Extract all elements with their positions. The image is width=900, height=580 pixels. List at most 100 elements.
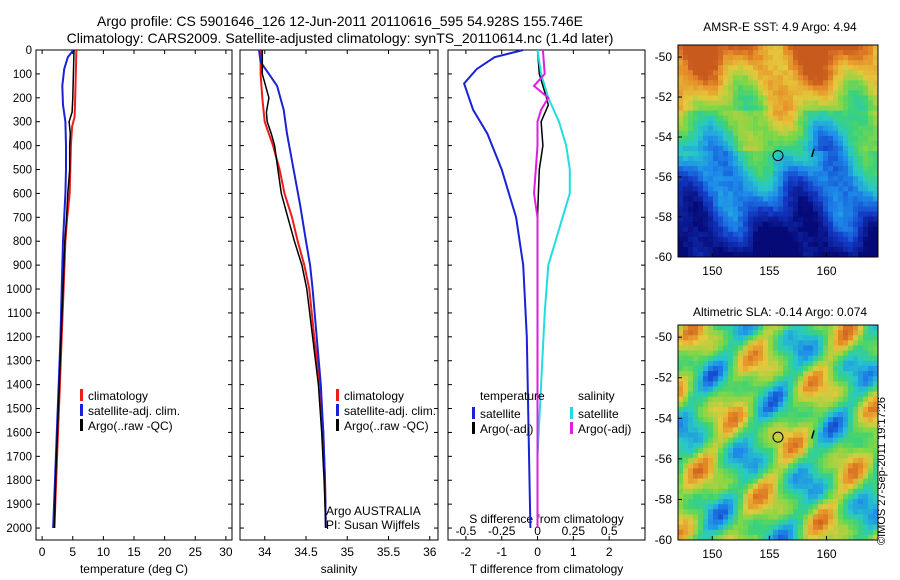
x-tick-label: 0 — [39, 545, 46, 559]
legend-label: Argo(..raw -QC) — [344, 419, 429, 433]
plot-frame — [35, 49, 233, 541]
x-tick-label: 1 — [570, 545, 577, 559]
x2-tick-label: -0.25 — [488, 524, 516, 538]
legend-label: satellite-adj. clim. — [344, 404, 436, 418]
y-tick-label: 100 — [13, 69, 32, 81]
legend-group-title: salinity — [578, 389, 615, 403]
map-x-tick-label: 155 — [759, 547, 779, 561]
argo-position-marker — [772, 150, 784, 162]
y-tick-label: 900 — [13, 260, 32, 272]
y-tick-label: 600 — [13, 188, 32, 200]
sst-map: 150 155 160 -50 -52 -54 -56 -58 -60 — [655, 44, 879, 278]
map-frame — [677, 44, 879, 258]
x-tick-label: 36 — [423, 545, 437, 559]
y-tick-label: 1700 — [6, 451, 32, 463]
legend-label: climatology — [88, 389, 148, 403]
note-text: Argo AUSTRALIA — [326, 504, 421, 518]
y-tick-label: 1500 — [6, 404, 32, 416]
argo-position-marker — [772, 431, 784, 443]
profile-panel-1: 0 5 10 15 20 25 300100200300400500600700800900… — [6, 45, 232, 576]
x2-tick-label: -0.5 — [456, 524, 477, 538]
map-x-tick-label: 150 — [702, 547, 722, 561]
legend-swatch — [570, 422, 573, 434]
profile-panel-3: -2 -1 0 1 2 -0.5 -0.25 0 0.25 0.5S difference fro… — [447, 49, 646, 576]
series-line-argo-raw-qc- — [261, 50, 327, 529]
y-tick-label: 1600 — [6, 427, 32, 439]
y-tick-label: 700 — [13, 212, 32, 224]
y-tick-label: 1800 — [6, 475, 32, 487]
y-tick-label: 1100 — [7, 308, 32, 320]
legend-label: Argo(..raw -QC) — [88, 419, 173, 433]
map-y-tick-label: -50 — [655, 330, 673, 344]
legend-label: satellite — [480, 407, 521, 421]
y-tick-label: 500 — [13, 165, 32, 177]
map-x-tick-label: 160 — [817, 547, 837, 561]
series-line-temperature-satellite — [462, 49, 532, 529]
series-line-salinity-satellite — [536, 49, 571, 528]
map-y-tick-label: -52 — [655, 90, 673, 104]
legend-swatch — [80, 389, 83, 401]
figure-title-line2: Climatology: CARS2009. Satellite-adjuste… — [66, 30, 614, 46]
legend-swatch — [80, 404, 83, 416]
legend-swatch — [570, 407, 573, 419]
argo-track-mark — [810, 430, 815, 439]
x-tick-label: 15 — [127, 545, 141, 559]
y-tick-label: 1300 — [6, 356, 32, 368]
map-y-tick-label: -54 — [655, 411, 673, 425]
x-tick-label: 30 — [219, 545, 233, 559]
legend-swatch — [336, 389, 339, 401]
x-axis-label: temperature (deg C) — [80, 562, 188, 576]
map-x-tick-label: 160 — [817, 264, 837, 278]
map-frame — [677, 324, 879, 541]
legend-label: satellite-adj. clim. — [88, 404, 180, 418]
map-y-tick-label: -60 — [655, 533, 673, 547]
y-tick-label: 1000 — [6, 284, 32, 296]
map-x-tick-label: 150 — [702, 264, 722, 278]
x-tick-label: 20 — [158, 545, 172, 559]
map-y-tick-label: -56 — [655, 452, 673, 466]
figure-title-line1: Argo profile: CS 5901646_126 12-Jun-2011… — [97, 13, 583, 29]
legend-label: satellite — [578, 407, 619, 421]
series-line-temperature-argo-adj- — [536, 49, 550, 528]
x2-tick-label: 0.25 — [562, 524, 586, 538]
series-line-salinity-argo-adj- — [532, 49, 550, 528]
legend-swatch — [472, 407, 475, 419]
map-y-tick-label: -58 — [655, 492, 673, 506]
x-tick-label: -1 — [496, 545, 507, 559]
x-tick-label: 34.5 — [294, 545, 318, 559]
sla-map-title: Altimetric SLA: -0.14 Argo: 0.074 — [692, 305, 868, 319]
y-tick-label: 300 — [13, 117, 32, 129]
x-tick-label: 10 — [97, 545, 111, 559]
legend-swatch — [472, 422, 475, 434]
x2-tick-label: 0.5 — [601, 524, 618, 538]
y-tick-label: 0 — [26, 45, 32, 57]
legend-group-title: temperature — [480, 389, 545, 403]
y-tick-label: 2000 — [6, 523, 32, 535]
x-axis-label: T difference from climatology — [470, 562, 624, 576]
plot-frame — [239, 49, 439, 541]
map-raster — [678, 325, 878, 540]
series-line-satellite-adj-clim- — [258, 49, 327, 529]
map-raster — [678, 45, 878, 257]
y-tick-label: 1900 — [6, 499, 32, 511]
y-tick-label: 400 — [13, 141, 32, 153]
legend-swatch — [336, 419, 339, 431]
legend-swatch — [80, 419, 83, 431]
x-tick-label: 0 — [534, 545, 541, 559]
x-tick-label: 34 — [258, 545, 272, 559]
profile-panel-2: 34 34.5 35 35.5 36 salinity climatologysatelli… — [239, 49, 439, 576]
map-y-tick-label: -60 — [655, 250, 673, 264]
x-axis-label: salinity — [321, 562, 358, 576]
note-text: PI: Susan Wijffels — [326, 518, 420, 532]
y-tick-label: 800 — [13, 236, 32, 248]
y-tick-label: 1200 — [6, 332, 32, 344]
x-tick-label: 35 — [341, 545, 355, 559]
legend-label: Argo(-adj) — [480, 422, 533, 436]
x-tick-label: 2 — [606, 545, 613, 559]
map-y-tick-label: -54 — [655, 130, 673, 144]
x-tick-label: 25 — [189, 545, 203, 559]
series-line-argo-raw-qc- — [53, 49, 75, 529]
legend-label: Argo(-adj) — [578, 422, 631, 436]
map-y-tick-label: -52 — [655, 371, 673, 385]
x-tick-label: -2 — [461, 545, 472, 559]
